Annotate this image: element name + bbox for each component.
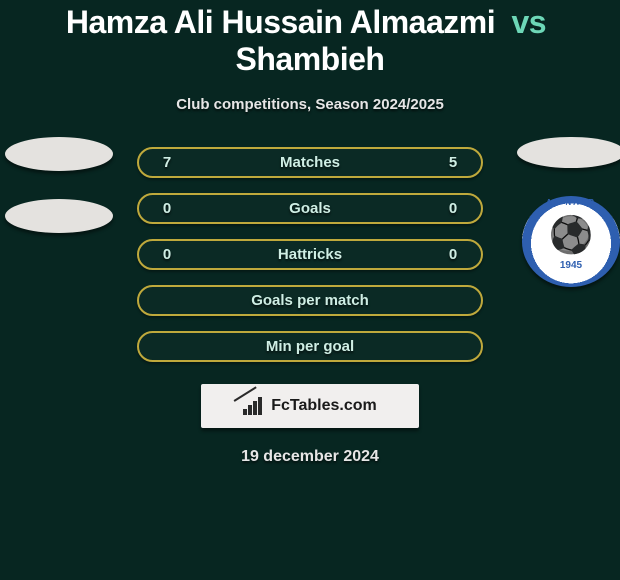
stat-right-value: 0 <box>425 200 481 217</box>
player1-name: Hamza Ali Hussain Almaazmi <box>66 4 495 40</box>
stat-label: Min per goal <box>195 338 425 355</box>
subtitle: Club competitions, Season 2024/2025 <box>0 96 620 113</box>
left-player-column <box>0 137 124 287</box>
right-player-column: AL-NASR 1945 <box>506 137 620 287</box>
comparison-panel: AL-NASR 1945 7Matches50Goals00Hattricks0… <box>0 147 620 466</box>
stat-left-value: 0 <box>139 246 195 263</box>
stat-left-value: 7 <box>139 154 195 171</box>
stat-label: Hattricks <box>195 246 425 263</box>
title-vs: vs <box>504 4 555 40</box>
stat-row-min-per-goal: Min per goal <box>137 331 483 362</box>
stat-left-value: 0 <box>139 200 195 217</box>
fctables-brand: FcTables.com <box>201 384 419 428</box>
stat-right-value: 5 <box>425 154 481 171</box>
player-photo-placeholder <box>5 137 113 171</box>
player2-name: Shambieh <box>236 41 385 77</box>
stat-rows: 7Matches50Goals00Hattricks0Goals per mat… <box>137 147 483 362</box>
stat-right-value: 0 <box>425 246 481 263</box>
club-badge-al-nasr: AL-NASR 1945 <box>522 196 620 287</box>
stat-row-hattricks: 0Hattricks0 <box>137 239 483 270</box>
club-badge-year: 1945 <box>560 260 582 271</box>
date-stamp: 19 december 2024 <box>0 448 620 466</box>
player-photo-placeholder <box>517 137 620 168</box>
brand-text: FcTables.com <box>271 397 377 415</box>
stat-label: Matches <box>195 154 425 171</box>
club-logo-placeholder <box>5 199 113 233</box>
stat-row-goals-per-match: Goals per match <box>137 285 483 316</box>
bar-chart-icon <box>243 397 265 415</box>
stat-label: Goals <box>195 200 425 217</box>
club-badge-name: AL-NASR <box>546 198 596 207</box>
stat-row-goals: 0Goals0 <box>137 193 483 224</box>
stat-label: Goals per match <box>195 292 425 309</box>
stat-row-matches: 7Matches5 <box>137 147 483 178</box>
comparison-title: Hamza Ali Hussain Almaazmi vs Shambieh <box>0 0 620 78</box>
